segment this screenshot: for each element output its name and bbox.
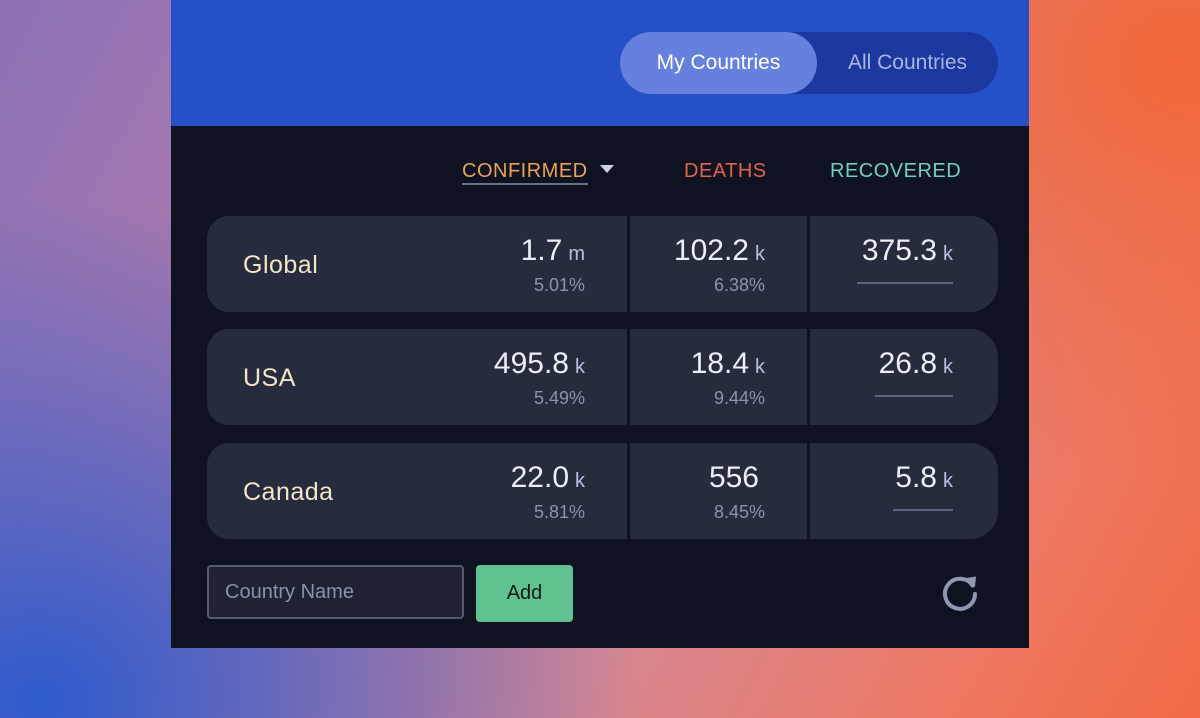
countries-toggle: My Countries All Countries [620, 32, 998, 94]
recovered-unit: k [943, 356, 953, 378]
recovered-cell: 375.3 k [810, 216, 998, 312]
country-name: Global [243, 251, 319, 279]
all-countries-tab[interactable]: All Countries [847, 51, 968, 74]
recovered-percent-placeholder [875, 395, 953, 397]
deaths-number: 556 [708, 461, 759, 494]
recovered-unit: k [943, 470, 953, 492]
add-button[interactable]: Add [476, 565, 573, 622]
deaths-percent: 9.44% [713, 388, 765, 408]
recovered-header[interactable]: RECOVERED [830, 160, 962, 182]
confirmed-value: 1.7 m 5.01% [521, 234, 585, 297]
confirmed-percent: 5.49% [533, 388, 585, 408]
deaths-header[interactable]: DEATHS [684, 160, 767, 182]
country-row-canada[interactable]: Canada 22.0 k 5.81% 556 8.45% 5.8 k [207, 443, 998, 539]
stats-panel: My Countries All Countries CONFIRMED DEA… [171, 0, 1029, 648]
recovered-value: 5.8 k [893, 461, 953, 511]
my-countries-tab[interactable]: My Countries [620, 32, 817, 94]
deaths-value: 556 8.45% [709, 461, 765, 524]
recovered-unit: k [943, 243, 953, 265]
confirmed-percent: 5.01% [533, 275, 585, 295]
confirmed-sort-header[interactable]: CONFIRMED [462, 158, 614, 186]
deaths-unit: k [755, 356, 765, 378]
country-name-input[interactable] [207, 565, 464, 619]
deaths-percent: 8.45% [713, 502, 765, 522]
country-name: Canada [243, 478, 334, 506]
recovered-number: 375.3 [861, 234, 937, 267]
confirmed-percent: 5.81% [533, 502, 585, 522]
refresh-button[interactable] [940, 572, 980, 612]
country-name: USA [243, 364, 296, 392]
confirmed-number: 22.0 [510, 461, 569, 494]
deaths-number: 102.2 [673, 234, 749, 267]
confirmed-number: 1.7 [520, 234, 563, 267]
recovered-cell: 5.8 k [810, 443, 998, 539]
deaths-value: 18.4 k 9.44% [691, 347, 765, 410]
confirmed-unit: k [575, 356, 585, 378]
confirmed-value: 495.8 k 5.49% [494, 347, 585, 410]
deaths-unit: k [755, 243, 765, 265]
deaths-cell: 18.4 k 9.44% [630, 329, 807, 425]
confirmed-unit: k [575, 470, 585, 492]
recovered-value: 375.3 k [857, 234, 953, 284]
deaths-percent: 6.38% [713, 275, 765, 295]
deaths-cell: 556 8.45% [630, 443, 807, 539]
deaths-number: 18.4 [690, 347, 749, 380]
header-bar: My Countries All Countries [171, 0, 1029, 126]
recovered-percent-placeholder [857, 282, 953, 284]
confirmed-cell: USA 495.8 k 5.49% [207, 329, 627, 425]
deaths-value: 102.2 k 6.38% [674, 234, 765, 297]
country-row-global[interactable]: Global 1.7 m 5.01% 102.2 k 6.38% 375.3 k [207, 216, 998, 312]
confirmed-header-label: CONFIRMED [462, 160, 588, 185]
recovered-value: 26.8 k [875, 347, 953, 397]
confirmed-cell: Global 1.7 m 5.01% [207, 216, 627, 312]
recovered-cell: 26.8 k [810, 329, 998, 425]
chevron-down-icon [599, 165, 614, 173]
country-row-usa[interactable]: USA 495.8 k 5.49% 18.4 k 9.44% 26.8 k [207, 329, 998, 425]
recovered-percent-placeholder [893, 509, 953, 511]
deaths-cell: 102.2 k 6.38% [630, 216, 807, 312]
recovered-number: 5.8 [895, 461, 937, 494]
confirmed-cell: Canada 22.0 k 5.81% [207, 443, 627, 539]
confirmed-unit: m [568, 243, 585, 265]
recovered-number: 26.8 [878, 347, 937, 380]
refresh-icon [943, 576, 977, 611]
confirmed-number: 495.8 [493, 347, 569, 380]
confirmed-value: 22.0 k 5.81% [511, 461, 585, 524]
